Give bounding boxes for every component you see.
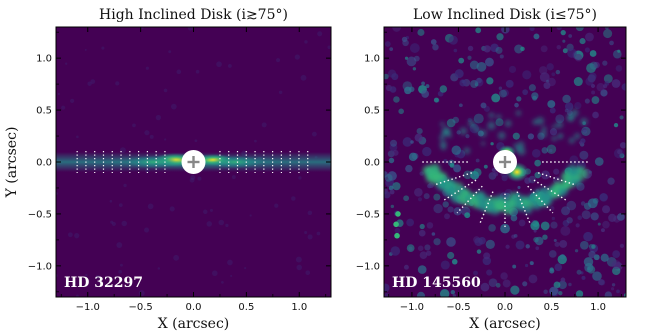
radial-cut-marker — [434, 172, 472, 186]
y-tick-label: 1.0 — [364, 54, 380, 65]
x-tick-label: −0.5 — [128, 302, 152, 313]
y-axis-label: Y (arcsec) — [4, 127, 20, 199]
coronagraph-mask-icon — [493, 150, 517, 174]
x-tick-label: 0.0 — [186, 302, 202, 313]
y-tick-label: 0.5 — [364, 106, 380, 117]
coronagraph-mask-icon — [181, 150, 206, 174]
star-name-label: HD 145560 — [392, 275, 481, 291]
x-tick-label: 1.0 — [291, 302, 307, 313]
y-tick-label: 1.0 — [36, 54, 52, 65]
y-tick-label: −0.5 — [356, 209, 380, 220]
y-tick-label: 0.0 — [36, 158, 52, 169]
x-tick-label: 0.5 — [238, 302, 254, 313]
panel-2: HD 145560 −1.0 −0.5 0.0 0.5 1.0 1.0 0.5 0.0 −0.5 −… — [356, 7, 627, 331]
x-axis-label: X (arcsec) — [158, 316, 230, 331]
y-tick-label: −1.0 — [28, 261, 52, 272]
panel-title: Low Inclined Disk (i≤75°) — [413, 7, 597, 23]
x-tick-label: −0.5 — [446, 302, 470, 313]
panel-image — [384, 27, 626, 297]
y-tick-label: 0.0 — [364, 158, 380, 169]
panel-image — [56, 27, 331, 297]
star-name-label: HD 32297 — [64, 275, 143, 291]
x-tick-label: 0.5 — [544, 302, 560, 313]
radial-cut-marker — [538, 172, 576, 186]
x-tick-label: −1.0 — [400, 302, 424, 313]
panel-1: HD 32297 −1.0 −0.5 0.0 0.5 1.0 1.0 0.5 0.0 −0.5 −1… — [4, 7, 332, 331]
x-tick-label: 0.0 — [497, 302, 513, 313]
y-tick-label: −1.0 — [356, 261, 380, 272]
y-tick-label: −0.5 — [28, 209, 52, 220]
y-tick-label: 0.5 — [36, 106, 52, 117]
panel-title: High Inclined Disk (i≳75°) — [99, 7, 288, 23]
x-axis-label: X (arcsec) — [469, 316, 541, 331]
x-tick-label: 1.0 — [590, 302, 606, 313]
x-tick-label: −1.0 — [76, 302, 100, 313]
